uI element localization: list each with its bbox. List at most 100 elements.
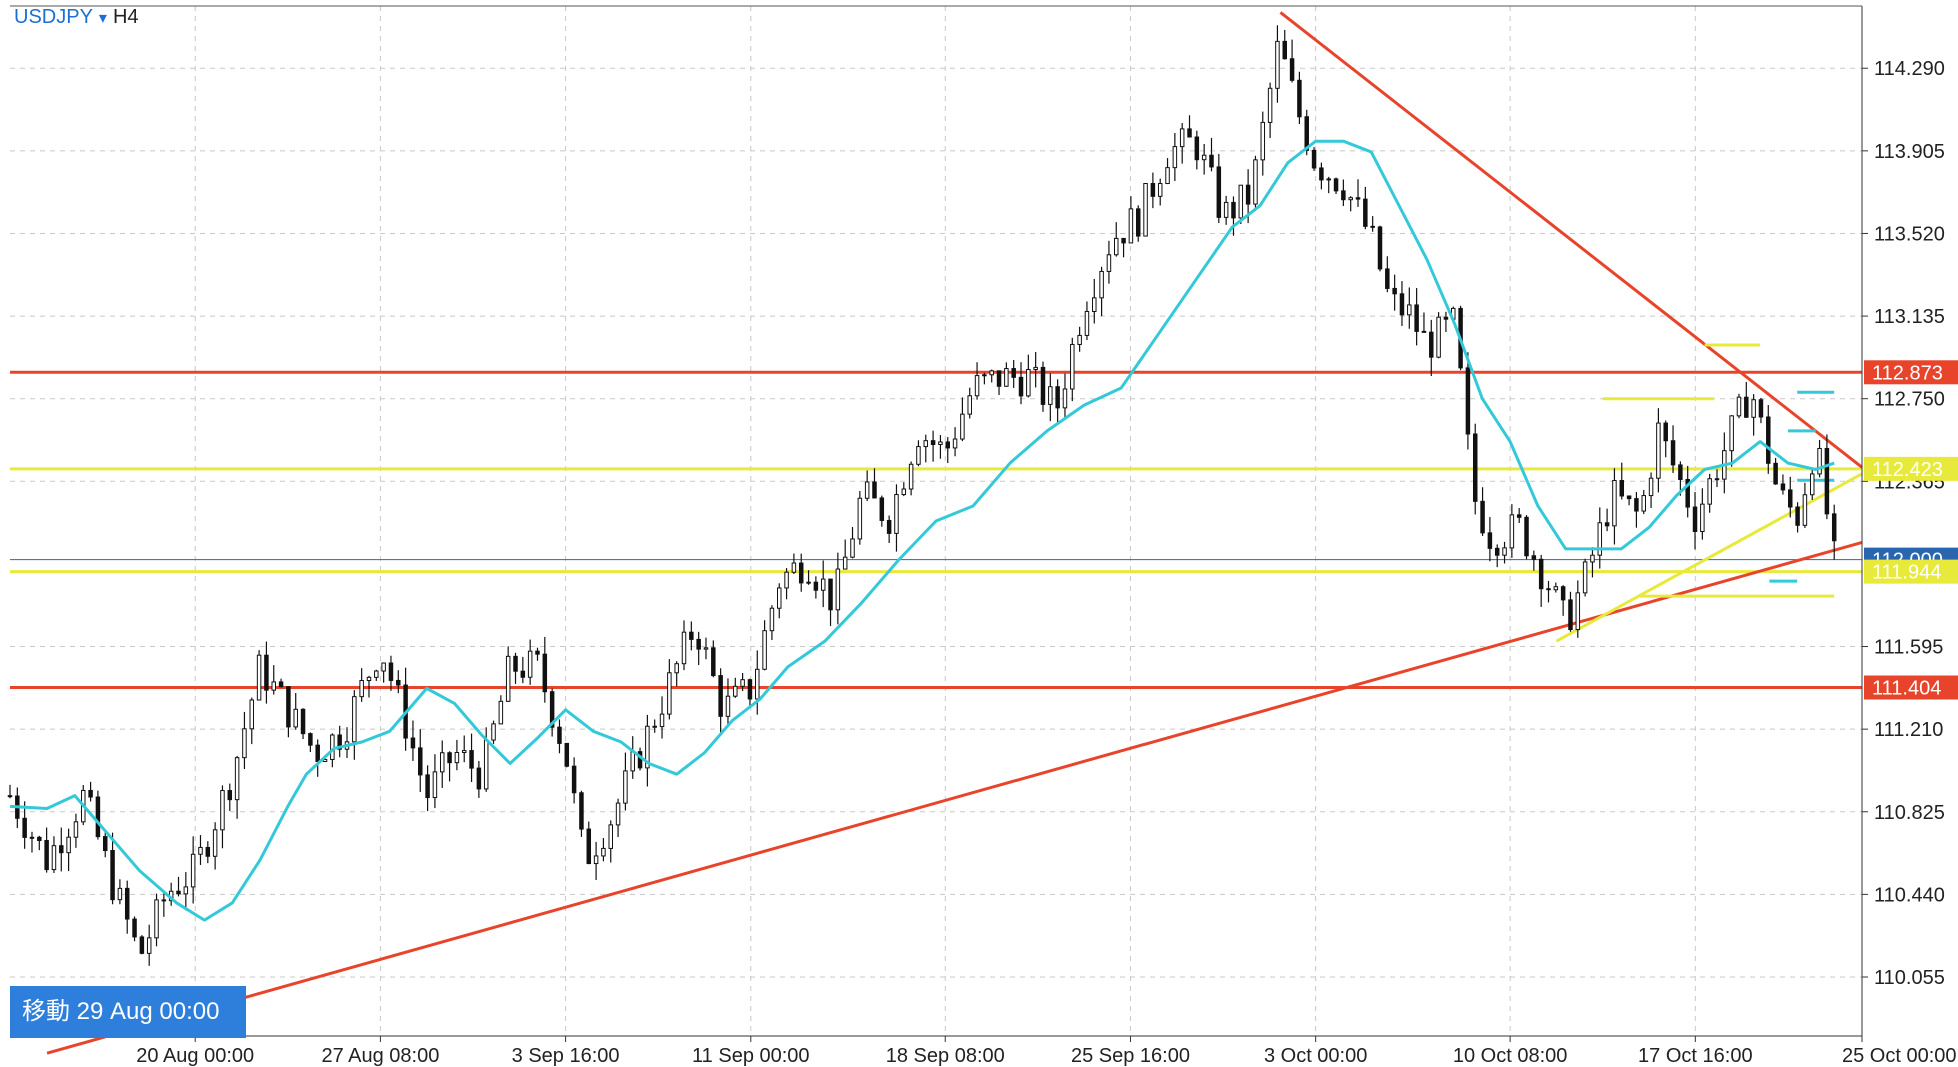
- candle-body: [945, 441, 951, 449]
- candle-body: [1531, 555, 1537, 560]
- candle-body: [571, 765, 577, 794]
- y-axis-labels: 114.290113.905113.520113.135112.750112.3…: [1874, 58, 1945, 989]
- candle-body: [7, 795, 13, 798]
- candle-body: [154, 899, 159, 939]
- candle-body: [1626, 495, 1632, 500]
- candle-body: [1341, 190, 1346, 201]
- candle-body: [1802, 494, 1808, 526]
- candle-body: [696, 638, 701, 650]
- candle-body: [916, 446, 921, 465]
- candle-body: [513, 655, 518, 672]
- candle-body: [1590, 554, 1595, 563]
- candle-body: [864, 481, 870, 499]
- candle-body: [1370, 225, 1375, 228]
- candle-body: [286, 686, 291, 728]
- candle-body: [51, 845, 57, 871]
- candle-body: [1443, 316, 1449, 320]
- price-label-box: [1864, 360, 1958, 385]
- price-label-text: 112.873: [1872, 362, 1943, 384]
- candle-body: [755, 668, 760, 700]
- candle-body: [740, 679, 745, 687]
- candle-body: [652, 725, 657, 728]
- candle-body: [549, 691, 555, 728]
- x-tick-label: 10 Oct 08:00: [1453, 1045, 1568, 1067]
- candle-body: [461, 750, 467, 753]
- candle-body: [396, 679, 401, 686]
- candle-body: [1436, 316, 1441, 358]
- candle-body: [190, 853, 196, 888]
- candle-body: [1421, 330, 1427, 333]
- candle-body: [278, 681, 284, 688]
- candle-body: [146, 937, 152, 954]
- trendline: [1555, 472, 1863, 643]
- candle-body: [1773, 462, 1778, 485]
- price-label-text: 111.404: [1872, 678, 1941, 700]
- candle-body: [659, 713, 665, 728]
- candle-body: [1582, 561, 1588, 594]
- candle-body: [1326, 178, 1331, 181]
- candle-body: [220, 790, 225, 831]
- x-tick-label: 3 Sep 16:00: [512, 1045, 620, 1067]
- candle-body: [1289, 58, 1295, 81]
- candle-body: [432, 771, 438, 799]
- candle-body: [1619, 480, 1625, 497]
- candle-body: [388, 662, 394, 681]
- candle-body: [1414, 304, 1419, 332]
- candle-body: [982, 374, 987, 377]
- timeframe-label[interactable]: H4: [112, 6, 139, 28]
- candle-body: [491, 723, 496, 741]
- candle-body: [1795, 506, 1800, 526]
- y-tick-label: 111.595: [1874, 637, 1943, 659]
- candle-body: [447, 752, 452, 764]
- candlesticks: [7, 25, 1837, 966]
- x-tick-label: 27 Aug 08:00: [321, 1045, 439, 1067]
- candle-body: [1363, 198, 1368, 227]
- candle-body: [1121, 237, 1126, 244]
- candle-body: [476, 767, 482, 790]
- x-tick-label: 20 Aug 00:00: [136, 1045, 254, 1067]
- candle-body: [703, 647, 709, 650]
- candle-body: [1634, 498, 1639, 512]
- candle-body: [1201, 154, 1207, 161]
- candle-body: [1399, 293, 1405, 316]
- candle-body: [586, 828, 592, 865]
- candle-body: [1311, 149, 1317, 169]
- candle-body: [535, 650, 540, 655]
- candle-body: [1172, 146, 1178, 169]
- candle-body: [139, 936, 145, 954]
- candle-body: [1656, 422, 1661, 479]
- candle-body: [1516, 514, 1522, 518]
- candle-body: [1809, 473, 1815, 496]
- candle-body: [901, 488, 907, 496]
- candle-body: [1377, 226, 1383, 270]
- candle-body: [1831, 513, 1837, 542]
- candle-body: [1597, 522, 1603, 556]
- candle-body: [1018, 376, 1024, 397]
- candle-body: [542, 653, 548, 693]
- candle-body: [161, 899, 167, 902]
- y-tick-label: 110.055: [1874, 967, 1945, 989]
- candle-body: [1568, 599, 1573, 631]
- triangle-down-icon[interactable]: ▾: [98, 9, 107, 27]
- candle-body: [1048, 386, 1053, 405]
- candle-body: [1245, 184, 1251, 205]
- candle-body: [1487, 532, 1493, 549]
- candle-body: [630, 751, 635, 772]
- symbol-header[interactable]: USDJPY ▾ H4: [14, 6, 139, 29]
- price-label-text: 111.944: [1872, 562, 1941, 584]
- candle-body: [557, 726, 562, 744]
- candle-body: [1253, 159, 1258, 205]
- symbol-name[interactable]: USDJPY: [14, 6, 93, 28]
- candle-body: [1824, 447, 1830, 515]
- y-tick-label: 110.825: [1874, 802, 1945, 824]
- y-tick-label: 112.750: [1874, 389, 1945, 411]
- candle-body: [37, 836, 42, 842]
- candle-body: [1092, 297, 1097, 312]
- candle-body: [1736, 396, 1742, 417]
- candle-body: [1560, 586, 1566, 601]
- candle-body: [747, 679, 753, 700]
- candle-body: [381, 662, 386, 672]
- candle-body: [439, 752, 445, 773]
- y-tick-label: 114.290: [1874, 58, 1945, 80]
